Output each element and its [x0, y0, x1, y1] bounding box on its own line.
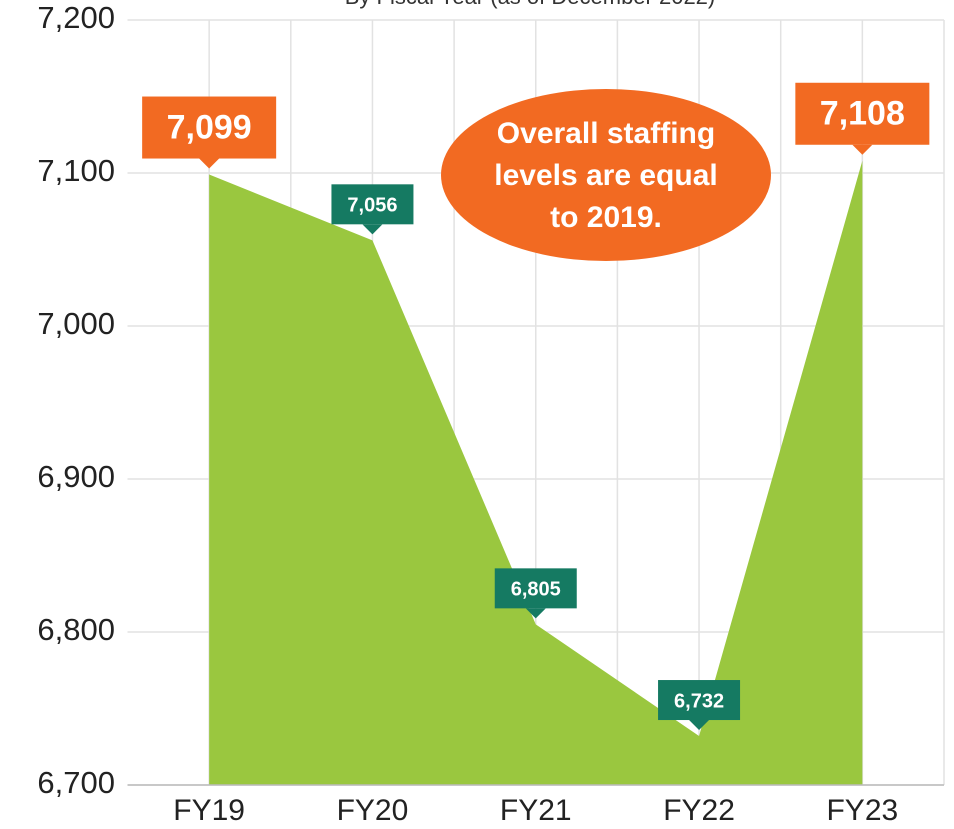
- callout-box: [142, 96, 277, 159]
- value-callout: 7,108: [795, 82, 930, 155]
- callout-pointer: [362, 224, 383, 235]
- value-callout: 7,056: [331, 184, 414, 235]
- y-tick-label: 6,900: [37, 459, 115, 494]
- y-tick-label: 7,200: [37, 0, 115, 35]
- x-tick-label: FY20: [337, 794, 409, 827]
- value-label: 7,099: [167, 109, 252, 147]
- x-tick-label: FY22: [663, 794, 735, 827]
- y-tick-label: 7,000: [37, 306, 115, 341]
- area: [209, 160, 863, 785]
- annotation-bubble: [441, 89, 771, 261]
- y-tick-label: 6,700: [37, 765, 115, 800]
- callout-box: [795, 82, 930, 145]
- annotation-text: Overall staffing: [497, 117, 715, 150]
- value-callout: 7,099: [142, 96, 277, 169]
- value-label: 7,108: [820, 95, 905, 133]
- callout-pointer: [852, 144, 873, 155]
- annotation-text: to 2019.: [550, 201, 662, 234]
- value-label: 6,732: [674, 690, 724, 712]
- value-label: 7,056: [347, 195, 397, 217]
- callout-box: [658, 680, 741, 721]
- value-label: 6,805: [511, 579, 561, 601]
- value-callout: 6,732: [658, 680, 741, 731]
- callout-pointer: [689, 720, 710, 731]
- annotation: Overall staffing levels are equal to 2019.: [441, 89, 771, 261]
- x-tick-label: FY21: [500, 794, 572, 827]
- x-tick-label: FY19: [173, 794, 245, 827]
- annotation-text: levels are equal: [494, 159, 717, 192]
- chart-subtitle: By Fiscal Year (as of December 2022): [345, 0, 716, 9]
- callout-box: [494, 568, 577, 609]
- callout-pointer: [199, 158, 220, 169]
- y-tick-label: 6,800: [37, 612, 115, 647]
- x-tick-label: FY23: [826, 794, 898, 827]
- y-tick-label: 7,100: [37, 153, 115, 188]
- value-callout: 6,805: [494, 568, 577, 619]
- callout-box: [331, 184, 414, 225]
- callout-pointer: [525, 608, 546, 619]
